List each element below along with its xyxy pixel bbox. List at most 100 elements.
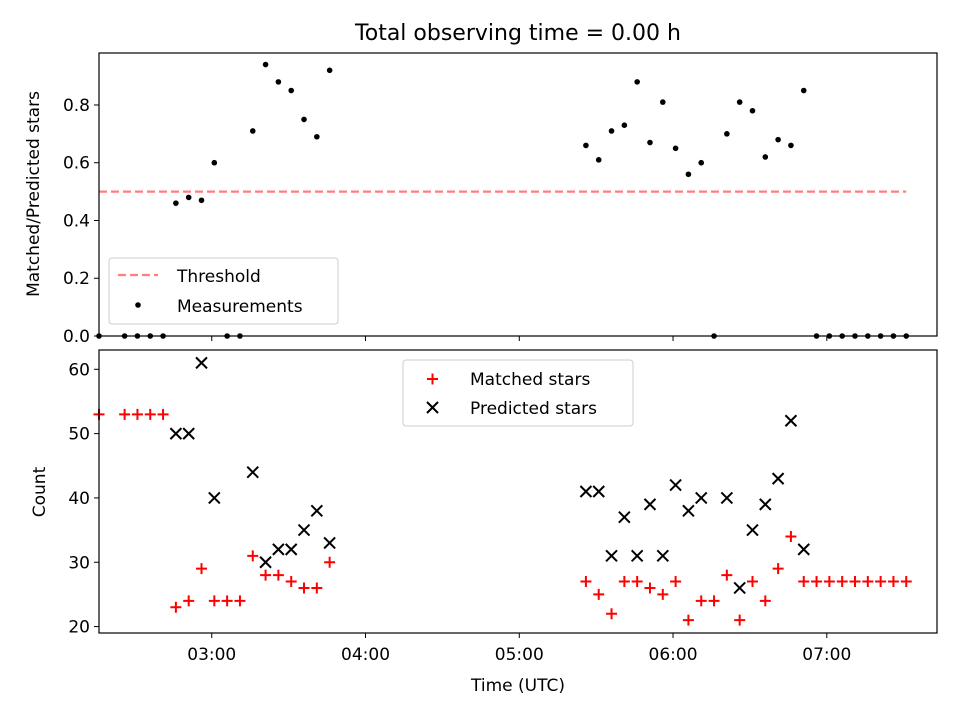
measurement-point — [262, 61, 269, 68]
matched-star-point — [721, 569, 733, 581]
predicted-star-point — [669, 478, 682, 492]
legend-predicted-label: Predicted stars — [470, 399, 597, 419]
predicted-star-point — [771, 472, 785, 485]
bottom-y-tick-label: 60 — [68, 360, 90, 380]
legend-predicted-swatch — [426, 401, 439, 414]
predicted-star-point — [592, 485, 605, 498]
predicted-star-point — [618, 511, 631, 524]
top-chart-title: Total observing time = 0.00 h — [354, 21, 681, 46]
measurement-point — [659, 99, 666, 105]
measurement-point — [314, 133, 320, 140]
bottom-x-tick-label: 06:00 — [649, 645, 698, 665]
predicted-star-point — [310, 504, 324, 518]
bottom-legend-frame — [402, 359, 634, 427]
matched-star-point — [900, 576, 912, 588]
predicted-star-point — [746, 523, 759, 537]
bottom-x-tick-label: 05:00 — [495, 645, 544, 665]
matched-star-point — [823, 576, 835, 588]
bottom-y-tick-label: 30 — [68, 553, 90, 573]
matched-star-point — [247, 550, 259, 562]
measurement-point — [749, 107, 756, 114]
measurement-point — [288, 87, 295, 94]
bottom-y-tick-label: 50 — [68, 425, 90, 445]
bottom-axes-frame — [98, 349, 938, 634]
matched-star-point — [708, 595, 720, 607]
measurement-point — [685, 171, 692, 178]
top-y-tick-label: 0.8 — [63, 96, 90, 116]
matched-star-point — [887, 576, 899, 588]
matched-star-point — [772, 563, 784, 575]
predicted-star-point — [169, 427, 183, 440]
measurement-point — [608, 128, 615, 134]
matched-star-point — [144, 408, 156, 420]
top-y-tick-label: 0.0 — [63, 327, 90, 347]
matched-star-point — [119, 408, 131, 420]
measurement-point — [762, 154, 769, 160]
matched-star-point — [862, 576, 874, 588]
measurement-point — [634, 79, 640, 85]
measurement-point — [249, 128, 256, 134]
bottom-x-tick-label: 03:00 — [187, 645, 236, 665]
matched-star-point — [221, 595, 233, 607]
matched-star-point — [324, 556, 336, 568]
predicted-star-point — [208, 491, 221, 505]
measurement-point — [185, 194, 192, 201]
measurement-point — [583, 142, 589, 149]
top-y-tick-label: 0.6 — [63, 154, 90, 174]
predicted-star-point — [272, 543, 285, 556]
predicted-star-point — [656, 549, 669, 563]
matched-star-point — [746, 576, 758, 588]
matched-star-point — [695, 595, 707, 607]
bottom-legend: Matched stars Predicted stars — [402, 359, 634, 427]
matched-star-point — [875, 576, 887, 588]
bottom-chart-y-axis-label: Count — [30, 466, 50, 517]
predicted-star-point — [759, 498, 772, 511]
legend-measurements-label: Measurements — [177, 297, 303, 317]
matched-star-point — [759, 595, 771, 607]
matched-star-point — [131, 408, 143, 420]
predicted-star-point — [579, 485, 593, 498]
top-legend-frame — [108, 257, 339, 325]
matched-star-point — [836, 576, 848, 588]
legend-matched-swatch — [427, 373, 438, 385]
top-axes-frame — [98, 52, 938, 337]
measurement-point — [301, 116, 307, 123]
bottom-y-tick-label: 20 — [68, 618, 90, 638]
measurement-point — [326, 67, 333, 74]
predicted-star-point — [643, 498, 657, 511]
matched-star-point — [196, 563, 208, 575]
matched-star-point — [849, 576, 861, 588]
top-legend: Threshold Measurements — [108, 257, 339, 325]
top-plot-area: 0.0 0.2 0.4 0.6 0.8 — [63, 52, 938, 347]
measurement-point — [736, 99, 743, 105]
predicted-star-point — [297, 523, 311, 537]
measurement-point — [198, 197, 205, 204]
measurement-point — [275, 79, 282, 85]
matched-star-point — [157, 408, 169, 420]
bottom-plot-area: 20 30 40 50 60 03:00 04:00 05:00 06:00 07:00 — [68, 349, 938, 665]
measurement-point — [800, 87, 807, 94]
matched-star-point — [208, 595, 220, 607]
matched-star-point — [593, 588, 605, 600]
measurement-point — [775, 136, 781, 143]
bottom-x-tick-label: 07:00 — [802, 645, 851, 665]
matched-star-point — [631, 576, 643, 588]
top-chart-y-axis-label: Matched/Predicted stars — [24, 91, 44, 297]
predicted-star-point — [195, 356, 208, 370]
matched-star-point — [285, 576, 297, 588]
bottom-series-predicted-stars — [169, 356, 810, 595]
predicted-star-point — [284, 543, 298, 556]
measurement-point — [173, 200, 179, 206]
predicted-star-point — [682, 504, 695, 518]
bottom-series-matched-stars — [93, 408, 912, 626]
predicted-star-point — [720, 491, 734, 505]
top-series-measurements — [96, 61, 910, 339]
measurement-point — [672, 145, 679, 152]
measurement-point — [788, 142, 794, 149]
matched-star-point — [580, 576, 592, 588]
matched-star-point — [298, 582, 310, 594]
legend-matched-label: Matched stars — [470, 370, 590, 390]
measurement-point — [698, 159, 705, 166]
matched-star-point — [798, 576, 810, 588]
bottom-x-tick-label: 04:00 — [341, 645, 390, 665]
